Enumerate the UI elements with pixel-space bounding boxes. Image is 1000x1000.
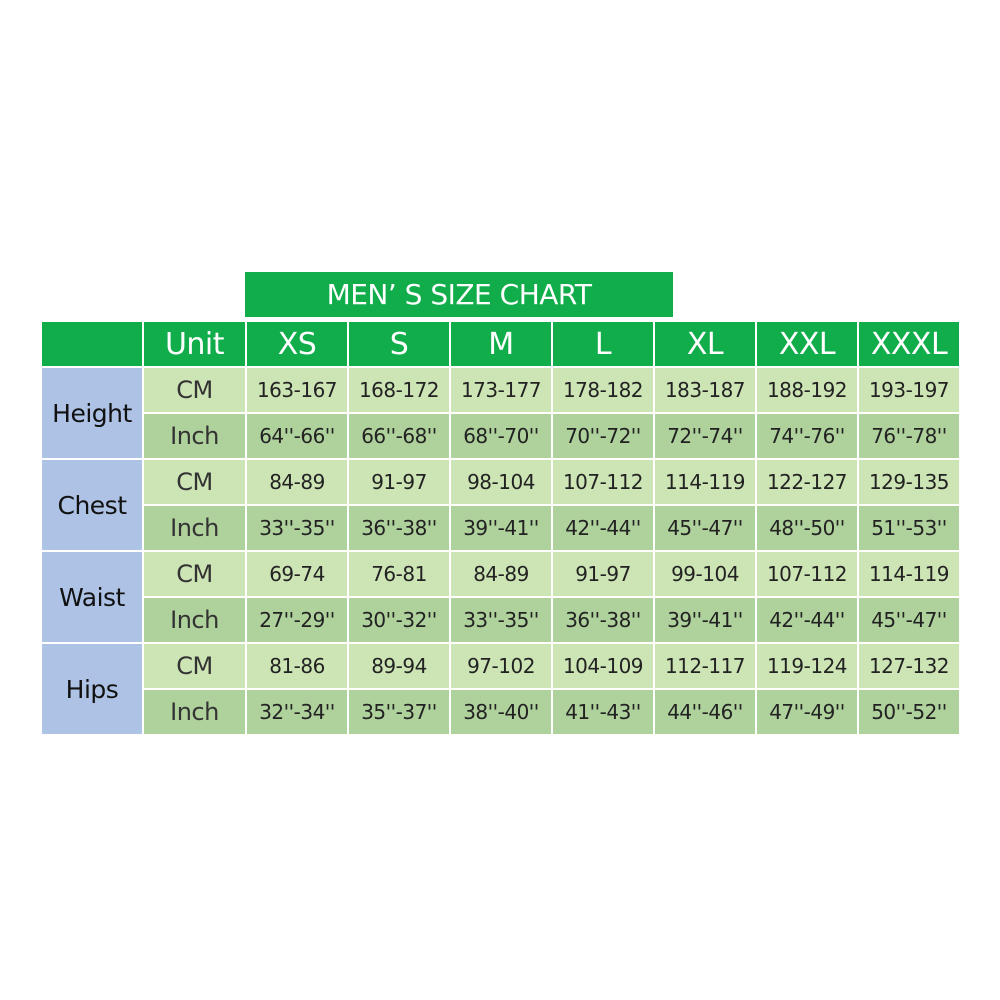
table-cell: 107-112 xyxy=(757,552,857,596)
table-cell: 69-74 xyxy=(247,552,347,596)
table-cell: 127-132 xyxy=(859,644,959,688)
table-cell: 84-89 xyxy=(451,552,551,596)
table-cell: 51''-53'' xyxy=(859,506,959,550)
table-cell: 178-182 xyxy=(553,368,653,412)
table-cell: 30''-32'' xyxy=(349,598,449,642)
table-cell: 98-104 xyxy=(451,460,551,504)
category-chest: Chest xyxy=(42,460,142,550)
table-cell: 114-119 xyxy=(859,552,959,596)
table-cell: 42''-44'' xyxy=(553,506,653,550)
table-cell: 97-102 xyxy=(451,644,551,688)
category-height: Height xyxy=(42,368,142,458)
table-cell: 66''-68'' xyxy=(349,414,449,458)
table-cell: 45''-47'' xyxy=(859,598,959,642)
table-cell: 33''-35'' xyxy=(247,506,347,550)
table-cell: 168-172 xyxy=(349,368,449,412)
table-cell: 33''-35'' xyxy=(451,598,551,642)
table-cell: 32''-34'' xyxy=(247,690,347,734)
header-size-m: M xyxy=(451,322,551,366)
table-cell: 50''-52'' xyxy=(859,690,959,734)
table-cell: 89-94 xyxy=(349,644,449,688)
table-cell: 42''-44'' xyxy=(757,598,857,642)
table-cell: 47''-49'' xyxy=(757,690,857,734)
table-cell: 84-89 xyxy=(247,460,347,504)
unit-label-cm: CM xyxy=(144,460,245,504)
table-cell: 72''-74'' xyxy=(655,414,755,458)
table-cell: 74''-76'' xyxy=(757,414,857,458)
table-cell: 114-119 xyxy=(655,460,755,504)
unit-label-cm: CM xyxy=(144,644,245,688)
header-corner xyxy=(42,322,142,366)
table-cell: 45''-47'' xyxy=(655,506,755,550)
table-cell: 76''-78'' xyxy=(859,414,959,458)
table-cell: 129-135 xyxy=(859,460,959,504)
table-cell: 64''-66'' xyxy=(247,414,347,458)
header-size-xxxl: XXXL xyxy=(859,322,959,366)
table-cell: 91-97 xyxy=(553,552,653,596)
table-cell: 76-81 xyxy=(349,552,449,596)
table-cell: 27''-29'' xyxy=(247,598,347,642)
table-cell: 39''-41'' xyxy=(655,598,755,642)
table-cell: 36''-38'' xyxy=(349,506,449,550)
table-cell: 163-167 xyxy=(247,368,347,412)
table-cell: 44''-46'' xyxy=(655,690,755,734)
table-cell: 112-117 xyxy=(655,644,755,688)
table-cell: 81-86 xyxy=(247,644,347,688)
header-unit: Unit xyxy=(144,322,245,366)
unit-label-cm: CM xyxy=(144,552,245,596)
category-hips: Hips xyxy=(42,644,142,734)
table-cell: 41''-43'' xyxy=(553,690,653,734)
table-cell: 107-112 xyxy=(553,460,653,504)
table-cell: 91-97 xyxy=(349,460,449,504)
header-size-xl: XL xyxy=(655,322,755,366)
table-cell: 188-192 xyxy=(757,368,857,412)
table-cell: 122-127 xyxy=(757,460,857,504)
unit-label-inch: Inch xyxy=(144,690,245,734)
chart-title: MEN’ S SIZE CHART xyxy=(245,272,673,317)
unit-label-cm: CM xyxy=(144,368,245,412)
unit-label-inch: Inch xyxy=(144,414,245,458)
table-cell: 48''-50'' xyxy=(757,506,857,550)
table-cell: 36''-38'' xyxy=(553,598,653,642)
header-size-xxl: XXL xyxy=(757,322,857,366)
header-size-xs: XS xyxy=(247,322,347,366)
table-cell: 119-124 xyxy=(757,644,857,688)
unit-label-inch: Inch xyxy=(144,598,245,642)
table-cell: 104-109 xyxy=(553,644,653,688)
table-cell: 35''-37'' xyxy=(349,690,449,734)
header-size-s: S xyxy=(349,322,449,366)
header-size-l: L xyxy=(553,322,653,366)
table-cell: 173-177 xyxy=(451,368,551,412)
table-cell: 70''-72'' xyxy=(553,414,653,458)
table-cell: 68''-70'' xyxy=(451,414,551,458)
category-waist: Waist xyxy=(42,552,142,642)
table-cell: 193-197 xyxy=(859,368,959,412)
unit-label-inch: Inch xyxy=(144,506,245,550)
size-table: Unit XS S M L XL XXL XXXL Height CM 163-167 168-172… xyxy=(42,322,959,734)
table-cell: 38''-40'' xyxy=(451,690,551,734)
table-cell: 99-104 xyxy=(655,552,755,596)
table-cell: 39''-41'' xyxy=(451,506,551,550)
table-cell: 183-187 xyxy=(655,368,755,412)
